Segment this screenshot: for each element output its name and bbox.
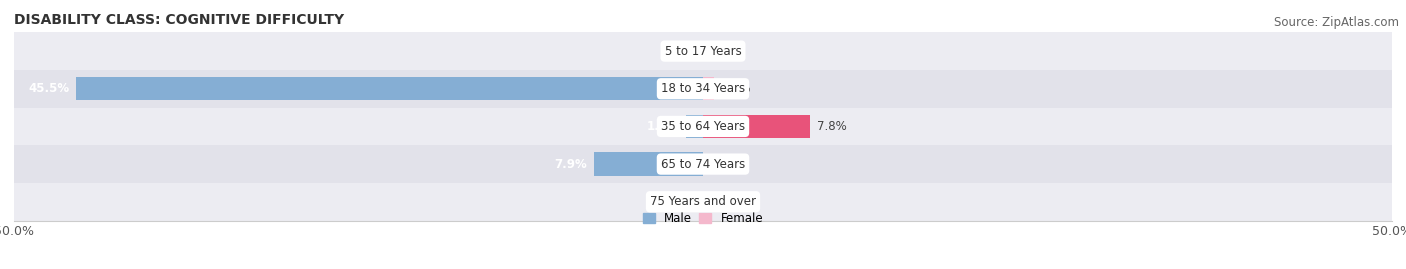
- Text: 65 to 74 Years: 65 to 74 Years: [661, 158, 745, 171]
- Bar: [14, 183, 1392, 221]
- Text: 5 to 17 Years: 5 to 17 Years: [665, 45, 741, 58]
- Text: Source: ZipAtlas.com: Source: ZipAtlas.com: [1274, 16, 1399, 29]
- Bar: [14, 32, 1392, 70]
- Text: 1.2%: 1.2%: [647, 120, 679, 133]
- Bar: [14, 108, 1392, 145]
- Text: 0.0%: 0.0%: [710, 45, 740, 58]
- Text: 7.9%: 7.9%: [554, 158, 588, 171]
- Text: 75 Years and over: 75 Years and over: [650, 195, 756, 208]
- Bar: [703, 115, 810, 138]
- Text: 0.0%: 0.0%: [710, 195, 740, 208]
- Text: 0.3%: 0.3%: [721, 82, 751, 95]
- Bar: [595, 153, 703, 176]
- Text: 0.0%: 0.0%: [710, 158, 740, 171]
- Bar: [703, 77, 714, 100]
- Bar: [14, 70, 1392, 108]
- Bar: [76, 77, 703, 100]
- Bar: [686, 115, 703, 138]
- Text: 0.0%: 0.0%: [666, 195, 696, 208]
- Text: 45.5%: 45.5%: [28, 82, 69, 95]
- Text: 0.0%: 0.0%: [666, 45, 696, 58]
- Text: DISABILITY CLASS: COGNITIVE DIFFICULTY: DISABILITY CLASS: COGNITIVE DIFFICULTY: [14, 13, 344, 27]
- Text: 7.8%: 7.8%: [817, 120, 846, 133]
- Legend: Male, Female: Male, Female: [638, 207, 768, 230]
- Text: 35 to 64 Years: 35 to 64 Years: [661, 120, 745, 133]
- Text: 18 to 34 Years: 18 to 34 Years: [661, 82, 745, 95]
- Bar: [14, 145, 1392, 183]
